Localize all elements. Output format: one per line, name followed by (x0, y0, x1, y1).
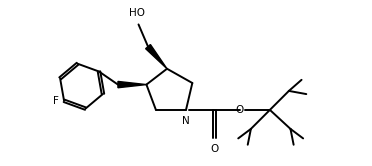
Text: O: O (236, 105, 244, 115)
Text: F: F (52, 96, 58, 106)
Text: HO: HO (129, 8, 145, 18)
Polygon shape (118, 81, 147, 88)
Text: N: N (182, 116, 190, 126)
Text: O: O (210, 144, 219, 154)
Polygon shape (145, 44, 167, 69)
